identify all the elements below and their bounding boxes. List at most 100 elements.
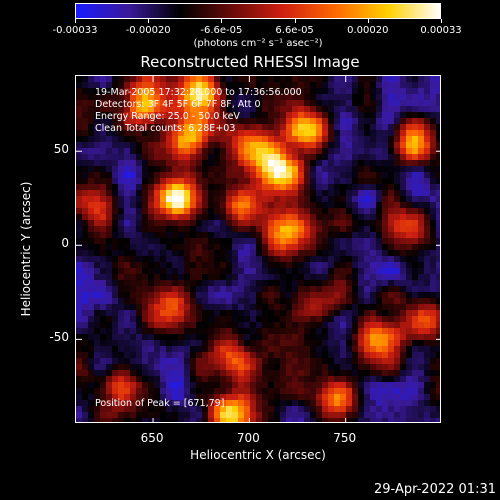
heatmap-cell <box>310 406 317 413</box>
heatmap-cell <box>142 322 149 329</box>
heatmap-cell <box>76 112 83 119</box>
heatmap-cell <box>298 310 305 317</box>
heatmap-cell <box>400 136 407 143</box>
heatmap-cell <box>418 304 425 311</box>
heatmap-cell <box>202 292 209 299</box>
heatmap-cell <box>352 94 359 101</box>
heatmap-cell <box>112 256 119 263</box>
heatmap-cell <box>100 352 107 359</box>
heatmap-cell <box>166 100 173 107</box>
heatmap-cell <box>220 286 227 293</box>
heatmap-cell <box>142 298 149 305</box>
heatmap-cell <box>244 280 251 287</box>
heatmap-cell <box>220 394 227 401</box>
heatmap-cell <box>328 244 335 251</box>
heatmap-cell <box>340 202 347 209</box>
heatmap-cell <box>172 250 179 257</box>
heatmap-cell <box>142 406 149 413</box>
heatmap-cell <box>352 394 359 401</box>
heatmap-cell <box>184 172 191 179</box>
heatmap-cell <box>412 136 419 143</box>
heatmap-cell <box>370 106 377 113</box>
heatmap-cell <box>322 214 329 221</box>
heatmap-cell <box>418 346 425 353</box>
heatmap-cell <box>238 226 245 233</box>
heatmap-cell <box>238 166 245 173</box>
heatmap-cell <box>388 220 395 227</box>
heatmap-cell <box>280 394 287 401</box>
heatmap-cell <box>196 268 203 275</box>
heatmap-cell <box>136 112 143 119</box>
heatmap-cell <box>262 220 269 227</box>
heatmap-cell <box>316 226 323 233</box>
heatmap-cell <box>208 178 215 185</box>
heatmap-cell <box>346 160 353 167</box>
heatmap-cell <box>424 268 431 275</box>
heatmap-cell <box>382 298 389 305</box>
heatmap-cell <box>184 340 191 347</box>
heatmap-cell <box>418 286 425 293</box>
heatmap-cell <box>388 406 395 413</box>
heatmap-cell <box>196 418 203 422</box>
heatmap-cell <box>280 286 287 293</box>
heatmap-cell <box>286 310 293 317</box>
heatmap-cell <box>196 172 203 179</box>
heatmap-cell <box>130 220 137 227</box>
heatmap-cell <box>262 328 269 335</box>
heatmap-cell <box>148 136 155 143</box>
heatmap-cell <box>178 322 185 329</box>
heatmap-cell <box>328 184 335 191</box>
heatmap-cell <box>196 184 203 191</box>
heatmap-cell <box>418 412 425 419</box>
heatmap-cell <box>280 304 287 311</box>
heatmap-cell <box>340 334 347 341</box>
heatmap-cell <box>178 124 185 131</box>
heatmap-cell <box>310 130 317 137</box>
heatmap-cell <box>358 322 365 329</box>
heatmap-cell <box>274 268 281 275</box>
heatmap-cell <box>154 418 161 422</box>
heatmap-cell <box>190 166 197 173</box>
heatmap-cell <box>382 346 389 353</box>
heatmap-cell <box>202 148 209 155</box>
heatmap-cell <box>196 214 203 221</box>
heatmap-cell <box>364 298 371 305</box>
heatmap-cell <box>328 412 335 419</box>
heatmap-cell <box>112 412 119 419</box>
heatmap-cell <box>352 214 359 221</box>
heatmap-cell <box>274 196 281 203</box>
heatmap-cell <box>394 136 401 143</box>
heatmap-cell <box>436 376 440 383</box>
heatmap-cell <box>196 280 203 287</box>
heatmap-cell <box>298 94 305 101</box>
heatmap-cell <box>340 220 347 227</box>
heatmap-cell <box>334 340 341 347</box>
heatmap-cell <box>166 88 173 95</box>
heatmap-cell <box>370 160 377 167</box>
heatmap-cell <box>190 316 197 323</box>
heatmap-cell <box>328 190 335 197</box>
heatmap-cell <box>220 412 227 419</box>
heatmap-cell <box>148 418 155 422</box>
heatmap-cell <box>196 124 203 131</box>
heatmap-cell <box>274 82 281 89</box>
heatmap-cell <box>250 196 257 203</box>
heatmap-cell <box>142 256 149 263</box>
heatmap-cell <box>286 364 293 371</box>
heatmap-cell <box>310 400 317 407</box>
heatmap-cell <box>232 292 239 299</box>
heatmap-cell <box>400 238 407 245</box>
heatmap-cell <box>424 310 431 317</box>
heatmap-cell <box>196 394 203 401</box>
heatmap-cell <box>244 310 251 317</box>
heatmap-cell <box>166 322 173 329</box>
heatmap-cell <box>112 298 119 305</box>
heatmap-cell <box>220 382 227 389</box>
heatmap-cell <box>274 202 281 209</box>
heatmap-cell <box>88 190 95 197</box>
heatmap-cell <box>184 232 191 239</box>
heatmap-cell <box>280 178 287 185</box>
heatmap-cell <box>310 172 317 179</box>
heatmap-cell <box>268 202 275 209</box>
heatmap-cell <box>220 118 227 125</box>
